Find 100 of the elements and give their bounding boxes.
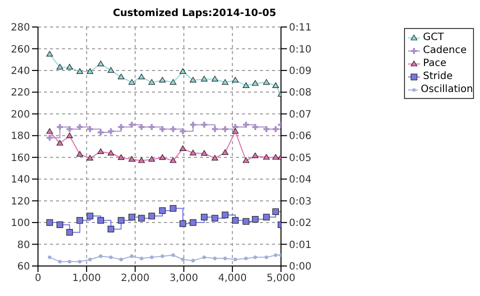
point	[170, 79, 176, 85]
point	[178, 127, 187, 136]
point	[180, 145, 186, 151]
point	[118, 74, 124, 80]
point	[171, 253, 175, 257]
point	[181, 258, 185, 262]
y2-tick-label: 0:02	[289, 218, 312, 230]
point	[56, 140, 64, 146]
point	[212, 76, 218, 82]
point	[221, 125, 230, 134]
point	[119, 258, 123, 262]
point	[200, 150, 208, 156]
y2-tick-label: 0:06	[289, 131, 312, 142]
point	[272, 82, 279, 88]
y-tick-label: 240	[10, 66, 30, 78]
point	[232, 217, 239, 224]
y-tick-label: 160	[10, 152, 30, 164]
point	[130, 254, 134, 258]
point	[66, 132, 73, 138]
y-tick-label: 220	[10, 88, 30, 99]
point	[252, 152, 259, 158]
point	[263, 79, 270, 85]
point	[159, 76, 166, 83]
point	[86, 68, 94, 74]
point	[252, 80, 259, 86]
point	[263, 154, 270, 160]
point	[118, 217, 124, 224]
point	[202, 256, 206, 260]
y2-tick-label: 0:05	[289, 152, 312, 164]
point	[222, 79, 228, 85]
point	[48, 256, 52, 260]
point	[138, 157, 145, 163]
legend-label: Pace	[423, 57, 446, 70]
point	[97, 148, 104, 154]
point	[232, 76, 239, 83]
legend-label: Cadence	[423, 44, 467, 57]
x-tick-label: 2,000	[120, 273, 150, 284]
point	[46, 50, 53, 56]
point	[159, 207, 166, 214]
point	[274, 253, 278, 257]
point	[46, 219, 53, 226]
point	[128, 214, 136, 220]
point	[88, 258, 92, 262]
point	[97, 60, 104, 66]
point	[96, 128, 105, 136]
y2-tick-label: 0:08	[289, 88, 312, 99]
point	[138, 74, 145, 80]
point	[272, 154, 279, 160]
y-tick-label: 180	[10, 131, 30, 142]
point	[242, 157, 250, 163]
point	[66, 229, 73, 236]
point	[180, 68, 186, 74]
point	[272, 208, 279, 215]
y2-tick-label: 0:03	[289, 196, 312, 208]
point	[118, 154, 124, 160]
point	[108, 226, 114, 232]
point	[222, 212, 228, 218]
point	[66, 64, 73, 70]
point	[128, 79, 136, 85]
point	[244, 256, 248, 260]
point	[191, 258, 195, 262]
point	[190, 219, 196, 226]
legend-label: Stride	[423, 70, 453, 83]
point	[210, 125, 219, 134]
point	[159, 154, 166, 160]
point	[180, 220, 186, 227]
y2-tick-label: 0:07	[289, 109, 312, 120]
point	[242, 82, 250, 88]
point	[242, 218, 250, 225]
point	[108, 67, 114, 73]
point	[128, 156, 136, 162]
point	[66, 125, 74, 134]
point	[78, 260, 82, 264]
x-tick-label: 3,000	[169, 273, 198, 284]
y-tick-label: 200	[10, 109, 30, 120]
point	[213, 256, 217, 260]
x-tick-label: 0	[34, 273, 42, 284]
y2-tick-label: 0:00	[289, 262, 312, 273]
point	[148, 212, 156, 220]
point	[262, 125, 270, 134]
point	[264, 256, 268, 260]
point	[234, 258, 238, 262]
point	[170, 205, 176, 212]
point	[86, 125, 94, 134]
legend-label: GCT	[423, 31, 444, 44]
point	[200, 76, 208, 82]
point	[253, 256, 258, 260]
point	[190, 76, 196, 83]
x-tick-label: 5,000	[266, 273, 296, 284]
point	[86, 212, 94, 220]
x-tick-label: 1,000	[72, 273, 101, 284]
point	[222, 149, 228, 155]
point	[106, 127, 115, 136]
point	[138, 214, 145, 222]
y2-tick-label: 0:04	[289, 174, 312, 186]
y2-tick-label: 0:01	[289, 240, 312, 251]
point	[160, 254, 164, 258]
point	[263, 214, 270, 220]
point	[46, 128, 53, 134]
y-tick-label: 80	[17, 240, 30, 251]
